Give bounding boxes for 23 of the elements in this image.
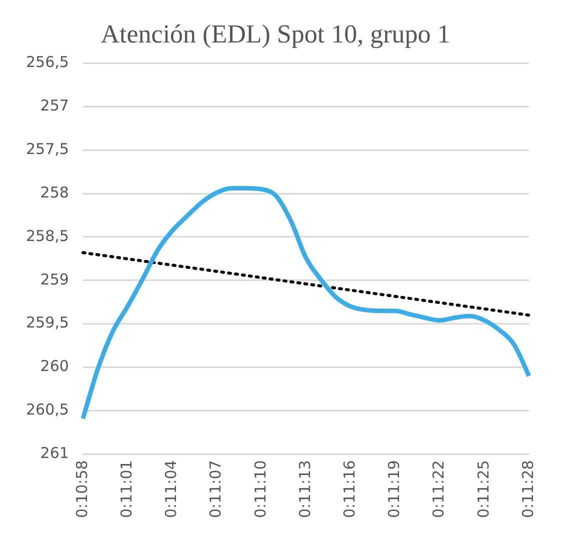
x-tick-label: 0:11:25 [474,460,492,518]
x-tick-label: 0:11:28 [518,460,537,518]
line-series [80,186,532,421]
y-tick-label: 259 [40,270,69,288]
y-tick-label: 261 [40,444,69,462]
chart-title: Atención (EDL) Spot 10, grupo 1 [100,19,450,48]
x-tick-label: 0:11:19 [385,460,404,518]
y-tick-label: 256,5 [26,53,69,72]
x-tick-label: 0:11:04 [162,460,180,518]
y-tick-label: 258 [40,183,69,202]
y-tick-label: 259,5 [26,314,69,332]
y-tick-label: 260 [40,357,69,376]
x-tick-label: 0:11:13 [296,460,314,518]
x-tick-label: 0:11:07 [206,460,225,518]
y-tick-label: 257,5 [26,140,69,158]
x-tick-label: 0:11:01 [117,460,136,518]
x-tick-label: 0:10:58 [72,460,91,518]
x-tick-label: 0:11:22 [430,460,448,518]
x-tick-label: 0:11:10 [251,460,270,518]
x-tick-label: 0:11:16 [340,460,358,518]
y-tick-label: 257 [40,96,69,115]
y-tick-label: 258,5 [26,226,69,245]
y-tick-label: 260,5 [26,400,69,419]
